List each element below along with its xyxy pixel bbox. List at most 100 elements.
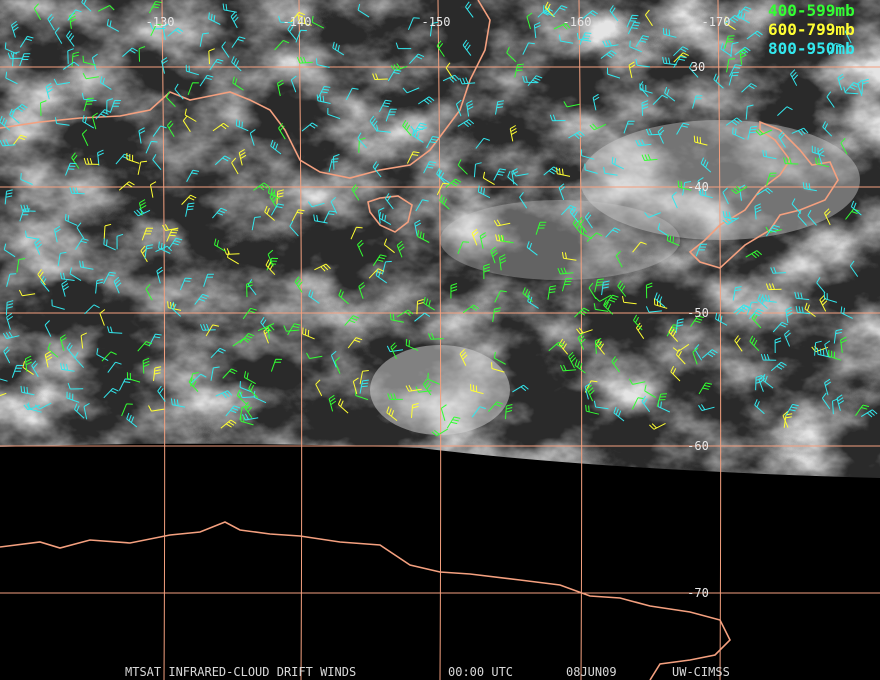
wind-barb — [816, 277, 826, 294]
wind-barb — [20, 173, 33, 185]
wind-barb — [3, 346, 11, 364]
wind-barb — [522, 287, 533, 303]
wind-barb — [190, 373, 207, 384]
wind-barb — [720, 42, 733, 57]
wind-barb — [208, 48, 215, 65]
wind-barb — [492, 307, 501, 322]
footer-text: 00:00 UTC — [448, 665, 513, 679]
wind-barb — [95, 278, 104, 294]
wind-barb — [817, 147, 825, 165]
wind-barb — [381, 260, 392, 275]
wind-barb — [231, 157, 239, 175]
wind-barb — [840, 137, 848, 155]
wind-barb — [623, 120, 635, 134]
wind-barb — [6, 313, 13, 330]
wind-barb — [208, 12, 221, 25]
wind-barb — [722, 216, 740, 225]
wind-barb — [12, 134, 27, 146]
wind-barb — [330, 350, 337, 368]
wind-barb — [731, 186, 748, 195]
wind-barb — [174, 83, 184, 100]
wind-barb — [287, 323, 301, 336]
wind-barb — [698, 382, 713, 395]
wind-barb — [522, 75, 538, 84]
meridian — [578, 0, 583, 680]
wind-barb — [445, 178, 462, 188]
wind-barb — [287, 23, 297, 40]
legend-entry: 400-599mb — [768, 1, 855, 20]
wind-barb — [836, 394, 845, 411]
wind-barb — [816, 348, 831, 358]
wind-barb — [212, 207, 227, 219]
wind-barb — [739, 184, 746, 201]
wind-barb — [99, 76, 112, 90]
wind-barb — [527, 75, 543, 87]
wind-barb — [395, 42, 412, 50]
wind-barb — [794, 291, 810, 301]
wind-barb — [815, 157, 830, 168]
wind-barb — [857, 79, 863, 97]
wind-barb — [436, 182, 450, 196]
wind-barb — [631, 397, 645, 410]
wind-barb — [603, 299, 614, 315]
wind-barb — [828, 349, 842, 361]
wind-barb — [168, 237, 183, 250]
wind-barb — [415, 386, 432, 393]
wind-barb — [239, 332, 255, 344]
wind-barb — [629, 40, 642, 53]
wind-barb — [412, 122, 427, 135]
wind-barb — [745, 250, 763, 259]
wind-barb — [644, 212, 661, 218]
wind-barb — [302, 327, 315, 340]
wind-barb — [585, 404, 600, 415]
wind-barb — [602, 39, 619, 48]
wind-barb — [44, 350, 53, 368]
wind-barb — [291, 209, 305, 222]
wind-barb — [615, 250, 623, 268]
wind-barb — [51, 299, 65, 310]
wind-barb — [308, 289, 320, 304]
wind-barb — [0, 115, 11, 131]
wind-barb — [405, 338, 419, 351]
wind-barb — [609, 5, 619, 22]
wind-barb — [505, 404, 513, 420]
wind-barb — [76, 222, 85, 239]
wind-barb — [732, 127, 745, 140]
wind-barb — [385, 108, 397, 122]
wind-barb — [396, 240, 405, 258]
wind-barb — [12, 51, 20, 67]
wind-barb — [662, 56, 677, 66]
wind-barb — [427, 372, 440, 385]
wind-barb — [289, 220, 299, 237]
wind-barb — [762, 294, 777, 303]
wind-barb — [0, 378, 8, 382]
wind-barb — [165, 91, 176, 108]
wind-barb — [386, 406, 398, 421]
wind-barb — [352, 377, 359, 395]
wind-barb — [641, 395, 651, 413]
wind-barb — [690, 315, 704, 327]
wind-barb — [390, 63, 408, 72]
wind-barb — [840, 336, 847, 353]
wind-barb — [844, 82, 860, 93]
wind-barb — [11, 20, 19, 38]
wind-barb — [804, 302, 816, 318]
wind-barb — [239, 391, 256, 399]
wind-barb — [338, 289, 349, 305]
wind-barb — [244, 401, 253, 419]
wind-barb — [141, 227, 154, 241]
wind-barb — [604, 294, 619, 306]
longitude-label: -140 — [283, 15, 312, 29]
wind-barb — [579, 32, 592, 46]
wind-barb — [533, 22, 541, 39]
wind-barb — [423, 296, 435, 311]
wind-barb — [396, 309, 414, 318]
wind-barb — [74, 403, 85, 419]
wind-barb — [161, 57, 168, 74]
wind-barb — [553, 22, 571, 30]
wind-barb — [5, 71, 18, 85]
wind-barb — [359, 379, 369, 394]
wind-barb — [471, 406, 486, 418]
wind-barb — [351, 184, 360, 201]
